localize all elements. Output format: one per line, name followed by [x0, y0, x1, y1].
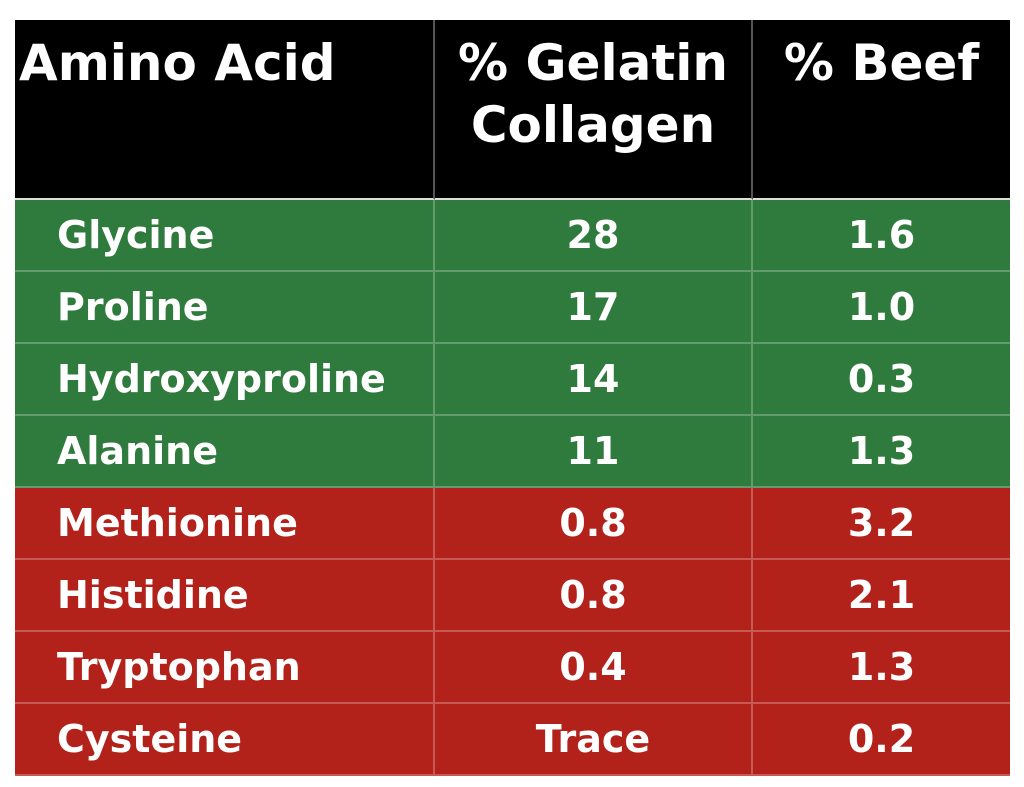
percent-cell: 1.6 [753, 200, 1010, 272]
amino-acid-name: Proline [15, 272, 435, 344]
header-cell: % Gelatin Collagen [435, 20, 753, 200]
percent-cell: Trace [435, 704, 753, 776]
amino-acid-name: Methionine [15, 488, 435, 560]
percent-cell: 0.2 [753, 704, 1010, 776]
percent-cell: 11 [435, 416, 753, 488]
percent-cell: 0.8 [435, 488, 753, 560]
amino-acid-name: Glycine [15, 200, 435, 272]
amino-acid-name: Hydroxyproline [15, 344, 435, 416]
percent-cell: 14 [435, 344, 753, 416]
amino-acid-name: Alanine [15, 416, 435, 488]
header-cell: % Beef [753, 20, 1010, 200]
amino-acid-name: Tryptophan [15, 632, 435, 704]
amino-acid-table: Amino Acid% Gelatin Collagen% Beef Glycin… [15, 20, 1010, 776]
percent-cell: 1.0 [753, 272, 1010, 344]
header-cell: Amino Acid [15, 20, 435, 200]
percent-cell: 1.3 [753, 416, 1010, 488]
percent-cell: 0.4 [435, 632, 753, 704]
percent-cell: 28 [435, 200, 753, 272]
percent-cell: 17 [435, 272, 753, 344]
percent-cell: 3.2 [753, 488, 1010, 560]
percent-cell: 2.1 [753, 560, 1010, 632]
percent-cell: 0.3 [753, 344, 1010, 416]
amino-acid-name: Histidine [15, 560, 435, 632]
amino-acid-name: Cysteine [15, 704, 435, 776]
percent-cell: 0.8 [435, 560, 753, 632]
percent-cell: 1.3 [753, 632, 1010, 704]
